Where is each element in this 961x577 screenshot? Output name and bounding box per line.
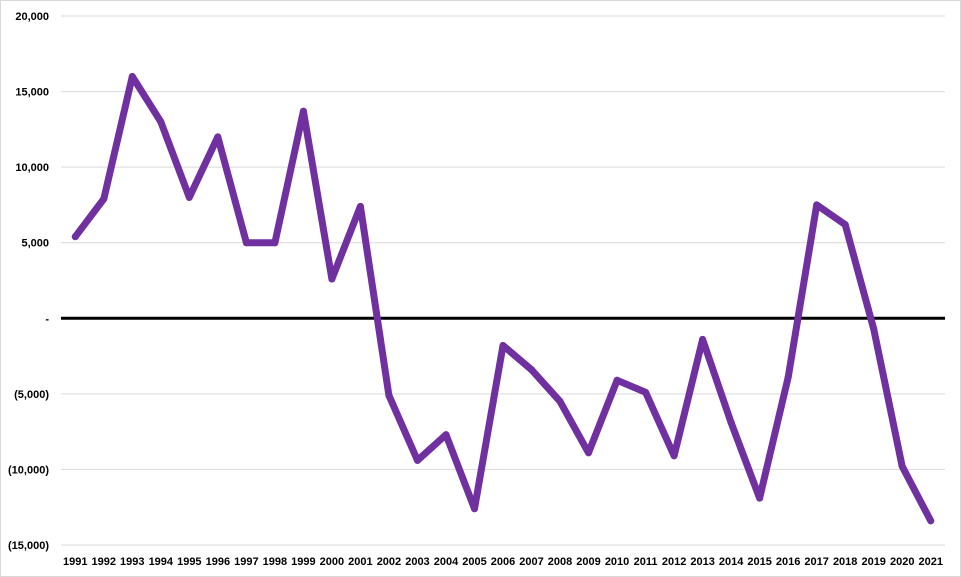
- data-point: [699, 335, 707, 343]
- data-point: [613, 376, 621, 384]
- y-axis-tick-labels: 20,000 15,000 10,000 5,000 - (5,000) (10,000) (…: [8, 11, 49, 552]
- x-axis-tick-labels: 1991 1992 1993 1994 1995 1996 1997 1998 1999 2000…: [63, 556, 943, 568]
- data-point: [299, 107, 307, 115]
- x-tick-label: 2009: [576, 556, 600, 568]
- data-point: [642, 388, 650, 396]
- series-line: [71, 73, 935, 525]
- data-point: [585, 449, 593, 457]
- data-point: [185, 193, 193, 201]
- x-tick-label: 2013: [690, 556, 714, 568]
- y-tick-label: 20,000: [15, 11, 49, 23]
- y-tick-label: 5,000: [21, 238, 49, 250]
- data-point: [442, 431, 450, 439]
- series-layer: [71, 72, 935, 525]
- data-point: [727, 419, 735, 427]
- x-tick-label: 2001: [348, 556, 372, 568]
- x-tick-label: 2018: [833, 556, 857, 568]
- x-tick-label: 1997: [234, 556, 258, 568]
- data-point: [271, 239, 279, 247]
- x-tick-label: 1993: [120, 556, 144, 568]
- y-tick-label: 15,000: [15, 87, 49, 99]
- x-tick-label: 2019: [861, 556, 885, 568]
- x-tick-label: 2007: [519, 556, 543, 568]
- x-tick-label: 2003: [405, 556, 429, 568]
- data-point: [157, 118, 165, 126]
- data-point: [413, 456, 421, 464]
- data-point: [128, 72, 136, 80]
- x-tick-label: 1994: [149, 556, 174, 568]
- data-point: [328, 275, 336, 283]
- x-tick-label: 2011: [634, 556, 658, 568]
- x-tick-label: 2012: [662, 556, 686, 568]
- data-point: [528, 366, 536, 374]
- data-point: [670, 452, 678, 460]
- data-point: [356, 202, 364, 210]
- y-tick-label: (15,000): [8, 540, 49, 552]
- data-point: [499, 341, 507, 349]
- data-point: [813, 201, 821, 209]
- x-tick-label: 2000: [320, 556, 344, 568]
- x-tick-label: 2002: [377, 556, 401, 568]
- x-tick-label: 2006: [491, 556, 515, 568]
- y-tick-label: -: [45, 313, 49, 325]
- x-tick-label: 1991: [63, 556, 87, 568]
- x-tick-label: 2017: [804, 556, 828, 568]
- data-point: [927, 517, 935, 525]
- data-point: [71, 233, 79, 241]
- x-tick-label: 2004: [434, 556, 459, 568]
- x-tick-label: 2014: [719, 556, 744, 568]
- x-tick-label: 2008: [548, 556, 572, 568]
- x-tick-label: 1992: [92, 556, 116, 568]
- x-tick-label: 2016: [776, 556, 800, 568]
- x-tick-label: 2020: [890, 556, 914, 568]
- data-point: [242, 239, 250, 247]
- gridlines: [61, 15, 945, 546]
- data-point: [556, 397, 564, 405]
- data-point: [385, 391, 393, 399]
- y-tick-label: (10,000): [8, 464, 49, 476]
- data-point: [470, 505, 478, 513]
- x-tick-label: 2005: [462, 556, 486, 568]
- data-point: [898, 462, 906, 470]
- y-tick-label: (5,000): [14, 389, 49, 401]
- x-tick-label: 2021: [918, 556, 942, 568]
- x-tick-label: 1996: [206, 556, 230, 568]
- x-tick-label: 1999: [291, 556, 315, 568]
- x-tick-label: 1998: [263, 556, 287, 568]
- data-point: [841, 221, 849, 229]
- x-tick-label: 1995: [177, 556, 201, 568]
- x-tick-label: 2015: [747, 556, 771, 568]
- data-point: [100, 195, 108, 203]
- data-point: [784, 373, 792, 381]
- y-tick-label: 10,000: [15, 162, 49, 174]
- x-tick-label: 2010: [605, 556, 629, 568]
- data-point: [214, 133, 222, 141]
- data-point: [870, 325, 878, 333]
- data-point: [756, 494, 764, 502]
